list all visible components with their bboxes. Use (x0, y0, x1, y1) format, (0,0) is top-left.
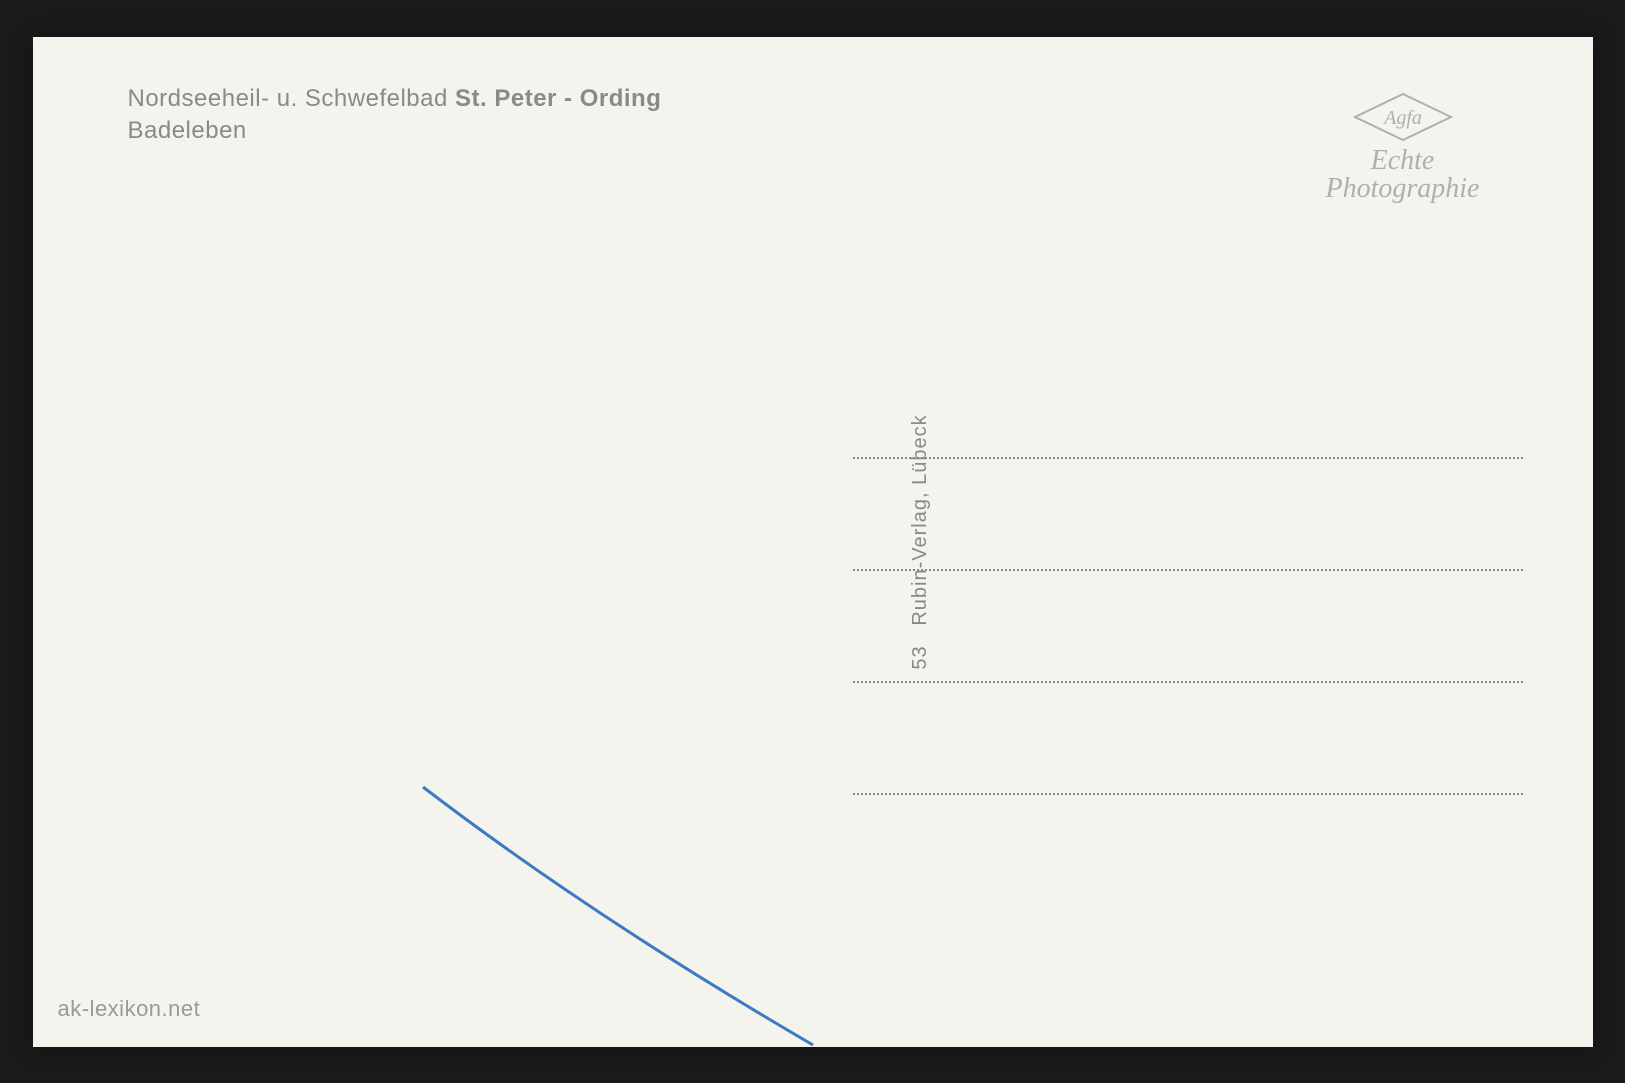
watermark-text: ak-lexikon.net (58, 996, 201, 1022)
title-prefix: Nordseeheil- u. Schwefelbad (128, 85, 456, 112)
blue-pen-mark (413, 777, 833, 1047)
address-line-1 (853, 457, 1523, 459)
agfa-tagline-1: Echte (1313, 147, 1493, 175)
postcard-back: Nordseeheil- u. Schwefelbad St. Peter - … (33, 37, 1593, 1047)
agfa-diamond-icon: Agfa (1353, 92, 1453, 142)
address-line-4 (853, 793, 1523, 795)
agfa-tagline-2: Photographie (1313, 175, 1493, 203)
address-line-2 (853, 569, 1523, 571)
title-line-1: Nordseeheil- u. Schwefelbad St. Peter - … (128, 85, 662, 113)
address-area (853, 457, 1523, 795)
title-location: St. Peter - Ording (455, 85, 661, 112)
agfa-tagline: Echte Photographie (1313, 147, 1493, 203)
agfa-logo: Agfa Echte Photographie (1313, 92, 1493, 222)
address-line-3 (853, 681, 1523, 683)
agfa-brand-text: Agfa (1382, 107, 1422, 129)
postcard-title: Nordseeheil- u. Schwefelbad St. Peter - … (128, 85, 662, 145)
title-line-2: Badeleben (128, 117, 662, 145)
